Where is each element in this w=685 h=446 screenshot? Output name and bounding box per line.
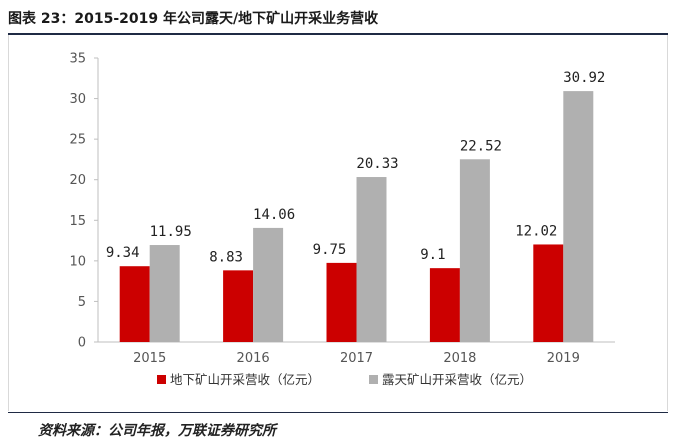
- bar: [149, 245, 180, 342]
- bar: [429, 268, 460, 342]
- y-tick-label: 15: [69, 214, 86, 229]
- bar: [326, 262, 357, 342]
- data-label: 9.1: [420, 247, 445, 263]
- legend-swatch: [369, 375, 378, 384]
- chart-title: 图表 23：2015-2019 年公司露天/地下矿山开采业务营收: [8, 11, 379, 27]
- bar: [563, 91, 594, 342]
- data-label: 9.75: [313, 242, 347, 258]
- source-note: 资料来源：公司年报，万联证券研究所: [38, 423, 276, 439]
- x-tick-label: 2018: [443, 351, 476, 366]
- bar: [533, 244, 564, 342]
- y-tick-label: 10: [69, 254, 86, 269]
- y-tick-label: 0: [78, 336, 86, 351]
- data-label: 12.02: [515, 223, 557, 239]
- legend-swatch: [157, 375, 166, 384]
- data-label: 9.34: [106, 245, 140, 261]
- x-tick-label: 2016: [237, 351, 270, 366]
- y-tick-label: 5: [78, 295, 86, 310]
- legend-label: 露天矿山开采营收（亿元）: [382, 372, 532, 387]
- y-tick-label: 30: [69, 92, 86, 107]
- data-label: 14.06: [253, 207, 295, 223]
- bar: [356, 177, 387, 342]
- source-rule: [8, 412, 668, 413]
- data-label: 30.92: [563, 70, 605, 86]
- data-label: 20.33: [356, 156, 398, 172]
- legend-label: 地下矿山开采营收（亿元）: [170, 372, 320, 387]
- x-tick-label: 2019: [547, 351, 580, 366]
- x-tick-label: 2015: [133, 351, 166, 366]
- data-label: 8.83: [209, 249, 243, 265]
- y-tick-label: 20: [69, 173, 86, 188]
- bar: [253, 227, 284, 342]
- y-tick-label: 25: [69, 133, 86, 148]
- chart-frame: [8, 35, 668, 411]
- y-tick-label: 35: [69, 52, 86, 67]
- data-label: 11.95: [150, 224, 192, 240]
- bar: [223, 270, 254, 342]
- bar: [459, 159, 490, 342]
- x-tick-label: 2017: [340, 351, 373, 366]
- data-label: 22.52: [460, 138, 502, 154]
- title-rule: [8, 33, 668, 35]
- bar: [119, 266, 150, 342]
